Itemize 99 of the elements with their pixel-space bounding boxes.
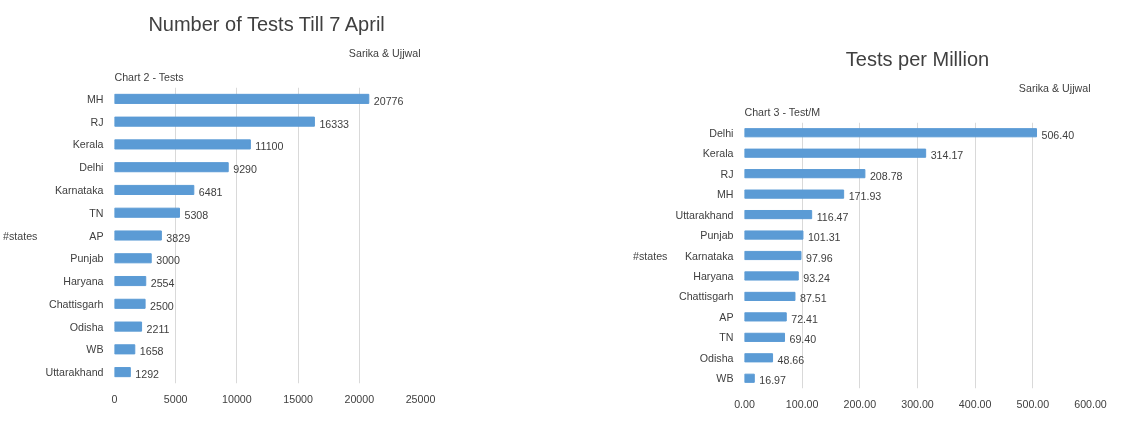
y-tick-label: RJ <box>90 115 104 128</box>
y-tick-label: TN <box>719 331 734 344</box>
y-tick-label: Uttarakhand <box>45 366 104 379</box>
data-label: 48.66 <box>777 353 805 366</box>
data-label: 11100 <box>255 140 284 153</box>
bar <box>744 353 774 363</box>
data-label: 20776 <box>373 94 404 107</box>
y-tick-label: Karnataka <box>684 249 734 262</box>
bar <box>744 373 755 383</box>
data-label: 87.51 <box>799 292 827 305</box>
data-label: 1658 <box>139 345 164 358</box>
y-tick-label: Chattisgarh <box>49 297 104 310</box>
data-label: 2554 <box>150 277 175 290</box>
x-tick-label: 0.00 <box>734 397 755 410</box>
data-label: 314.17 <box>930 149 964 162</box>
y-tick-label: Kerala <box>72 138 104 151</box>
y-tick-label: Kerala <box>702 147 734 160</box>
data-label: 5308 <box>184 208 209 221</box>
bar <box>744 291 796 302</box>
data-label: 97.96 <box>805 251 833 264</box>
x-tick-label: 20000 <box>344 392 375 405</box>
bar <box>114 184 195 196</box>
bar <box>114 207 180 218</box>
bar <box>744 169 866 179</box>
y-tick-label: Karnataka <box>54 183 104 196</box>
y-tick-label: Delhi <box>79 161 104 174</box>
data-label: 101.31 <box>807 231 841 244</box>
bar <box>114 230 162 241</box>
data-label: 69.40 <box>789 333 817 346</box>
x-tick-label: 100.00 <box>785 397 819 410</box>
x-tick-label: 400.00 <box>958 397 992 410</box>
bar <box>744 312 787 322</box>
y-tick-label: Chattisgarh <box>679 290 734 303</box>
bar <box>114 253 152 264</box>
x-tick-label: 15000 <box>283 392 313 405</box>
bar <box>114 344 136 355</box>
data-label: 16.97 <box>759 374 787 387</box>
y-tick-label: Punjab <box>70 252 104 265</box>
y-tick-label: WB <box>716 372 734 385</box>
y-tick-label: Odisha <box>699 351 734 364</box>
text: Sarika & Ujjwal <box>1018 81 1091 94</box>
data-label: 6481 <box>198 185 223 198</box>
caption: Chart 3 - Test/M <box>744 105 821 118</box>
bar <box>114 321 143 332</box>
data-label: 3829 <box>166 231 191 244</box>
y-tick-label: Haryana <box>63 275 104 288</box>
bar <box>114 275 147 287</box>
data-label: 506.40 <box>1041 128 1075 141</box>
data-label: 16333 <box>319 117 350 130</box>
x-tick-label: 5000 <box>163 392 188 405</box>
text: Sarika & Ujjwal <box>348 46 421 59</box>
x-tick-label: 500.00 <box>1016 397 1050 410</box>
y-tick-label: MH <box>86 92 104 105</box>
y-tick-label: Punjab <box>700 229 734 242</box>
y-tick-label: WB <box>86 343 104 356</box>
x-tick-label: 600.00 <box>1074 397 1107 410</box>
data-label: 72.41 <box>791 312 818 325</box>
x-tick-label: 300.00 <box>901 397 934 410</box>
bar <box>744 271 799 281</box>
data-label: 171.93 <box>848 190 882 203</box>
data-label: 1292 <box>135 368 160 381</box>
y-tick-label: AP <box>719 310 734 323</box>
bar <box>114 298 146 309</box>
bar <box>744 250 802 261</box>
data-label: 116.47 <box>816 210 849 223</box>
caption: Chart 2 - Tests <box>114 70 184 83</box>
y-axis-title: #states <box>3 229 38 242</box>
x-tick-label: 0 <box>111 392 118 405</box>
y-tick-label: AP <box>89 229 104 242</box>
bar <box>744 189 845 199</box>
y-axis-title: #states <box>633 249 668 262</box>
bar <box>744 148 927 158</box>
y-tick-label: Odisha <box>69 320 104 333</box>
data-label: 208.78 <box>869 169 903 182</box>
bar <box>114 162 229 173</box>
bar <box>114 93 370 104</box>
y-tick-label: TN <box>89 206 104 219</box>
bar <box>114 139 251 150</box>
x-tick-label: 25000 <box>405 392 436 405</box>
x-tick-label: 10000 <box>222 392 252 405</box>
bar <box>744 332 786 342</box>
bar <box>114 116 315 127</box>
bar <box>114 367 131 378</box>
y-tick-label: RJ <box>720 167 734 180</box>
bar <box>744 230 804 240</box>
data-label: 3000 <box>156 254 180 267</box>
data-label: 9290 <box>233 163 257 176</box>
data-label: 2211 <box>146 322 170 335</box>
chart-title: Tests per Million <box>845 47 990 70</box>
data-label: 93.24 <box>803 271 831 284</box>
y-tick-label: Uttarakhand <box>675 208 734 221</box>
x-tick-label: 200.00 <box>843 397 877 410</box>
bar <box>744 128 1038 138</box>
data-label: 2500 <box>150 299 174 312</box>
y-tick-label: MH <box>716 188 734 201</box>
bar <box>744 209 813 220</box>
chart-title: Number of Tests Till 7 April <box>148 12 385 35</box>
y-tick-label: Delhi <box>709 126 734 139</box>
y-tick-label: Haryana <box>693 269 734 282</box>
